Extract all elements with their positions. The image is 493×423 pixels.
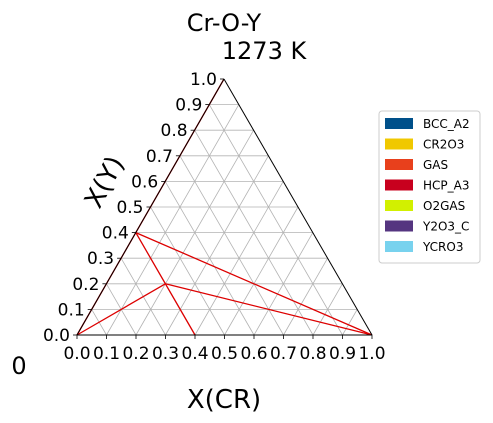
y-tick-label: 0.6	[131, 172, 158, 192]
legend-label: BCC_A2	[423, 117, 470, 131]
grid-line-sum-5	[150, 206, 225, 336]
y-tick-label: 0.8	[161, 121, 188, 141]
grid-line-sum-7	[179, 155, 284, 336]
y-tick-label: 0.4	[102, 224, 129, 244]
x-tick-label: 0.1	[93, 344, 120, 364]
legend-swatch-ycro3	[385, 241, 413, 252]
y-tick-label: 0.2	[72, 275, 99, 295]
x-tick-label: 0.2	[122, 344, 149, 364]
legend-swatch-gas	[385, 159, 413, 170]
x-tick-label: 0.5	[211, 344, 238, 364]
x-tick-label: 0.9	[329, 344, 356, 364]
y-tick-label: 0.7	[146, 147, 173, 167]
grid-line-sum-9	[208, 104, 343, 336]
x-tick-label: 0.4	[181, 344, 208, 364]
legend-swatch-bcc_a2	[385, 118, 413, 129]
legend-label: CR2O3	[423, 138, 464, 152]
chart-subtitle: 1273 K	[222, 37, 308, 65]
x-tick-label: 0.8	[299, 344, 326, 364]
y-tick-label: 1.0	[190, 70, 217, 90]
grid-line-x-9	[342, 309, 358, 336]
y-tick-label: 0.5	[116, 198, 143, 218]
y-tick-label: 0.1	[58, 300, 85, 320]
tick-labels: 0.0 0.1 0.2 0.3 0.4 0.5 0.6 0.7 0.8 0.9 1.00.00.10…	[43, 70, 386, 364]
legend-swatch-cr2o3	[385, 138, 413, 150]
x-tick-label: 0.3	[152, 344, 179, 364]
legend-swatch-hcp_a3	[385, 179, 413, 191]
hypotenuse-line	[223, 78, 373, 336]
legend-swatch-o2gas	[385, 200, 413, 211]
legend-label: O2GAS	[423, 199, 465, 213]
y-tick-label: 0.0	[43, 326, 70, 346]
grid-line-x-7	[283, 258, 328, 336]
chart-title: Cr-O-Y	[187, 9, 262, 37]
grid-line-x-1	[106, 104, 240, 336]
tie-line-2	[76, 283, 166, 336]
grid-line-x-3	[165, 155, 269, 336]
y-tick-label: 0.3	[87, 249, 114, 269]
x-tick-label: 1.0	[358, 344, 385, 364]
x-axis-label: X(CR)	[187, 385, 261, 415]
grid-line-sum-6	[164, 181, 255, 336]
legend: BCC_A2 CR2O3 GAS HCP_A3 O2GAS Y2O3_C YCRO3	[378, 110, 481, 264]
tie-line-0	[135, 232, 373, 336]
legend-label: YCRO3	[422, 240, 463, 254]
x-tick-label: 0.7	[270, 344, 297, 364]
corner-label: 0	[11, 352, 26, 380]
x-tick-label: 0.0	[63, 344, 90, 364]
x-tick-label: 0.6	[240, 344, 267, 364]
y-tick-label: 0.9	[175, 96, 202, 116]
legend-label: GAS	[423, 158, 448, 172]
grid-lines	[91, 104, 358, 336]
legend-label: Y2O3_C	[422, 220, 469, 234]
tie-line-3	[165, 283, 373, 336]
grid-line-x-5	[224, 206, 299, 336]
legend-label: HCP_A3	[423, 179, 469, 193]
legend-swatch-y2o3_c	[385, 220, 413, 232]
